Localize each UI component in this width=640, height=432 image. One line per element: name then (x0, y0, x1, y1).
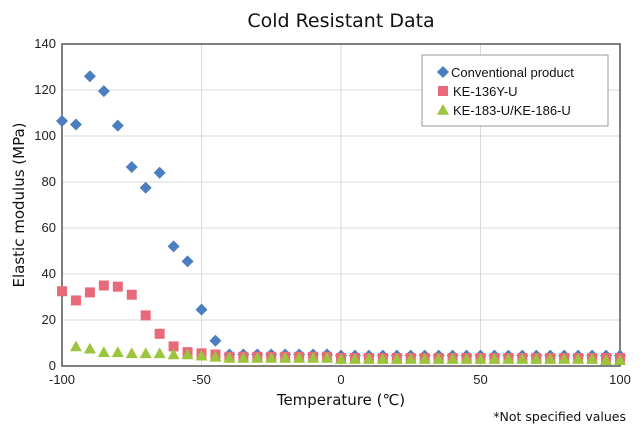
data-point (125, 347, 138, 359)
data-point (265, 351, 278, 363)
x-tick-label: 0 (337, 372, 344, 387)
footnote: *Not specified values (493, 409, 626, 424)
data-point (209, 334, 222, 347)
data-point (70, 295, 81, 306)
y-tick-label: 80 (42, 174, 56, 189)
data-point (293, 351, 306, 363)
data-point (56, 115, 68, 128)
data-point (418, 353, 431, 364)
y-tick-label: 60 (42, 220, 56, 235)
gridlines (62, 44, 620, 366)
legend-marker-square (438, 86, 448, 96)
data-point (335, 353, 347, 364)
legend-label: KE-136Y-U (453, 84, 518, 99)
data-point (614, 354, 626, 366)
data-point (111, 119, 124, 132)
y-tick-label: 0 (49, 358, 56, 373)
y-tick-label: 140 (34, 36, 56, 51)
data-point (181, 255, 194, 268)
data-point (153, 347, 166, 359)
data-points (56, 70, 626, 366)
data-point (209, 350, 222, 362)
plot-frame (61, 43, 621, 367)
data-point (69, 340, 82, 352)
data-point (167, 240, 180, 253)
data-point (404, 353, 417, 364)
y-tick-label: 20 (42, 312, 56, 327)
legend-marker-diamond (437, 66, 449, 78)
data-point (544, 353, 557, 364)
data-point (97, 85, 110, 98)
data-point (251, 351, 264, 363)
legend: Conventional product KE-136Y-U KE-183-U/KE… (421, 54, 609, 127)
data-point (125, 161, 138, 174)
data-point (69, 118, 82, 131)
data-point (168, 341, 179, 352)
data-point (348, 353, 361, 364)
data-point (97, 346, 110, 357)
data-point (516, 353, 529, 364)
data-point (98, 280, 109, 291)
y-tick-label: 40 (42, 266, 56, 281)
x-tick-label: -100 (49, 372, 75, 387)
data-point (83, 342, 96, 354)
data-point (558, 353, 571, 364)
data-point (112, 281, 123, 292)
y-tick-label: 100 (34, 128, 56, 143)
x-tick-label: 50 (473, 372, 487, 387)
data-point (126, 289, 137, 300)
data-point (57, 286, 67, 297)
legend-box (421, 54, 609, 127)
legend-marker-triangle (437, 104, 449, 115)
y-tick-label: 120 (34, 82, 56, 97)
data-point (181, 348, 194, 360)
data-point (446, 353, 459, 364)
data-point (362, 353, 375, 364)
data-point (502, 353, 515, 364)
data-point (321, 351, 334, 363)
legend-label: KE-183-U/KE-186-U (453, 103, 571, 118)
data-point (167, 348, 180, 360)
data-point (474, 353, 487, 364)
data-point (111, 346, 124, 357)
data-point (154, 328, 165, 339)
data-point (488, 353, 501, 364)
data-point (460, 353, 473, 364)
data-point (139, 181, 152, 194)
data-point (432, 353, 445, 364)
data-point (530, 353, 543, 364)
data-point (586, 353, 599, 364)
series-3 (69, 340, 626, 366)
data-point (390, 353, 403, 364)
data-point (237, 351, 250, 363)
legend-label: Conventional product (451, 65, 574, 80)
data-point (600, 354, 613, 366)
data-point (83, 70, 96, 83)
chart-title: Cold Resistant Data (247, 10, 434, 32)
plot-border (61, 43, 621, 367)
data-point (307, 351, 320, 363)
y-axis-label: Elastic modulus (MPa) (10, 123, 28, 288)
data-point (279, 351, 292, 363)
data-point (84, 287, 95, 298)
y-tick-labels: 0 20 40 60 80 100 120 140 (34, 36, 56, 373)
x-tick-label: -50 (192, 372, 211, 387)
data-point (376, 353, 389, 364)
data-point (195, 303, 208, 316)
data-point (153, 166, 166, 179)
data-point (195, 349, 208, 361)
data-point (139, 347, 152, 359)
x-tick-labels: -100 -50 0 50 100 (49, 372, 631, 387)
x-tick-label: 100 (609, 372, 631, 387)
x-axis-label: Temperature (℃) (276, 391, 405, 409)
data-point (223, 351, 236, 363)
data-point (140, 310, 151, 321)
data-point (572, 353, 585, 364)
